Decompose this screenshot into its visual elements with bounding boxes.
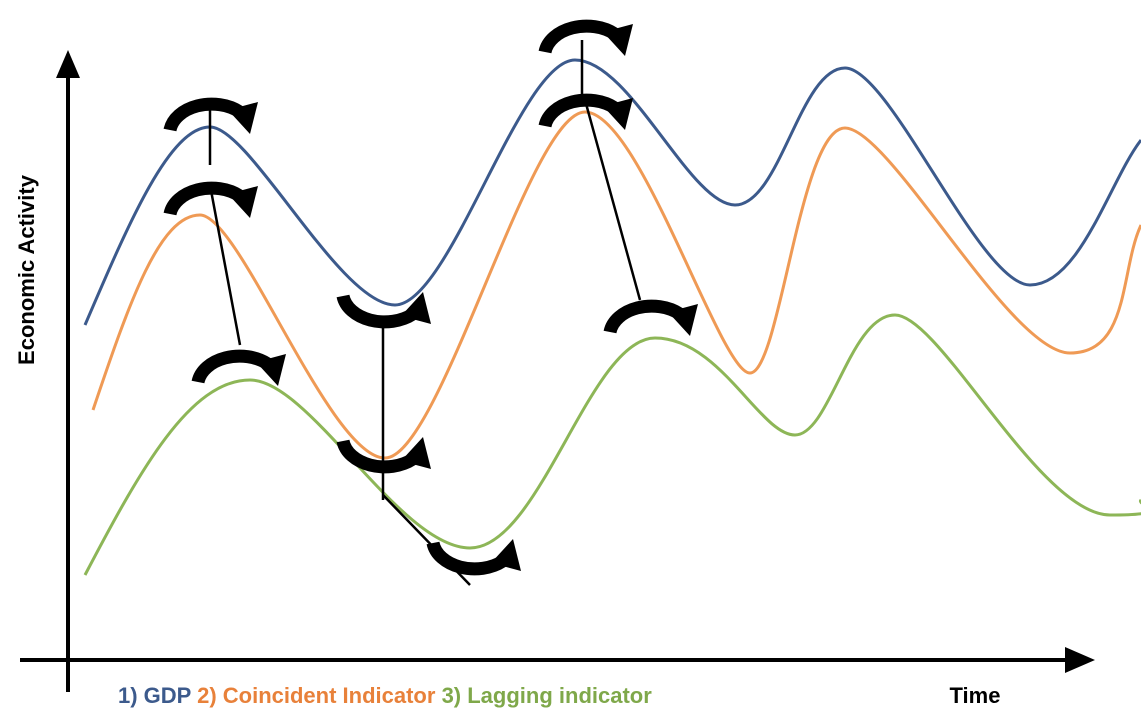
x-axis-label: Time bbox=[950, 683, 1001, 708]
x-axis-arrow bbox=[1065, 647, 1095, 673]
legend-gdp: 1) GDP bbox=[118, 683, 191, 708]
coincident-curve bbox=[91, 110, 1141, 460]
y-axis-arrow bbox=[56, 50, 80, 78]
legend-coincident: 2) Coincident Indicator bbox=[197, 683, 436, 708]
y-axis-label: Economic Activity bbox=[14, 174, 39, 365]
legend-lagging: 3) Lagging indicator bbox=[442, 683, 653, 708]
legend: 1) GDP 2) Coincident Indicator 3) Laggin… bbox=[118, 683, 652, 708]
turning-links bbox=[208, 40, 642, 586]
turning-arrows bbox=[170, 24, 698, 571]
gdp-curve bbox=[83, 58, 1141, 326]
lagging-curve bbox=[83, 313, 1141, 576]
